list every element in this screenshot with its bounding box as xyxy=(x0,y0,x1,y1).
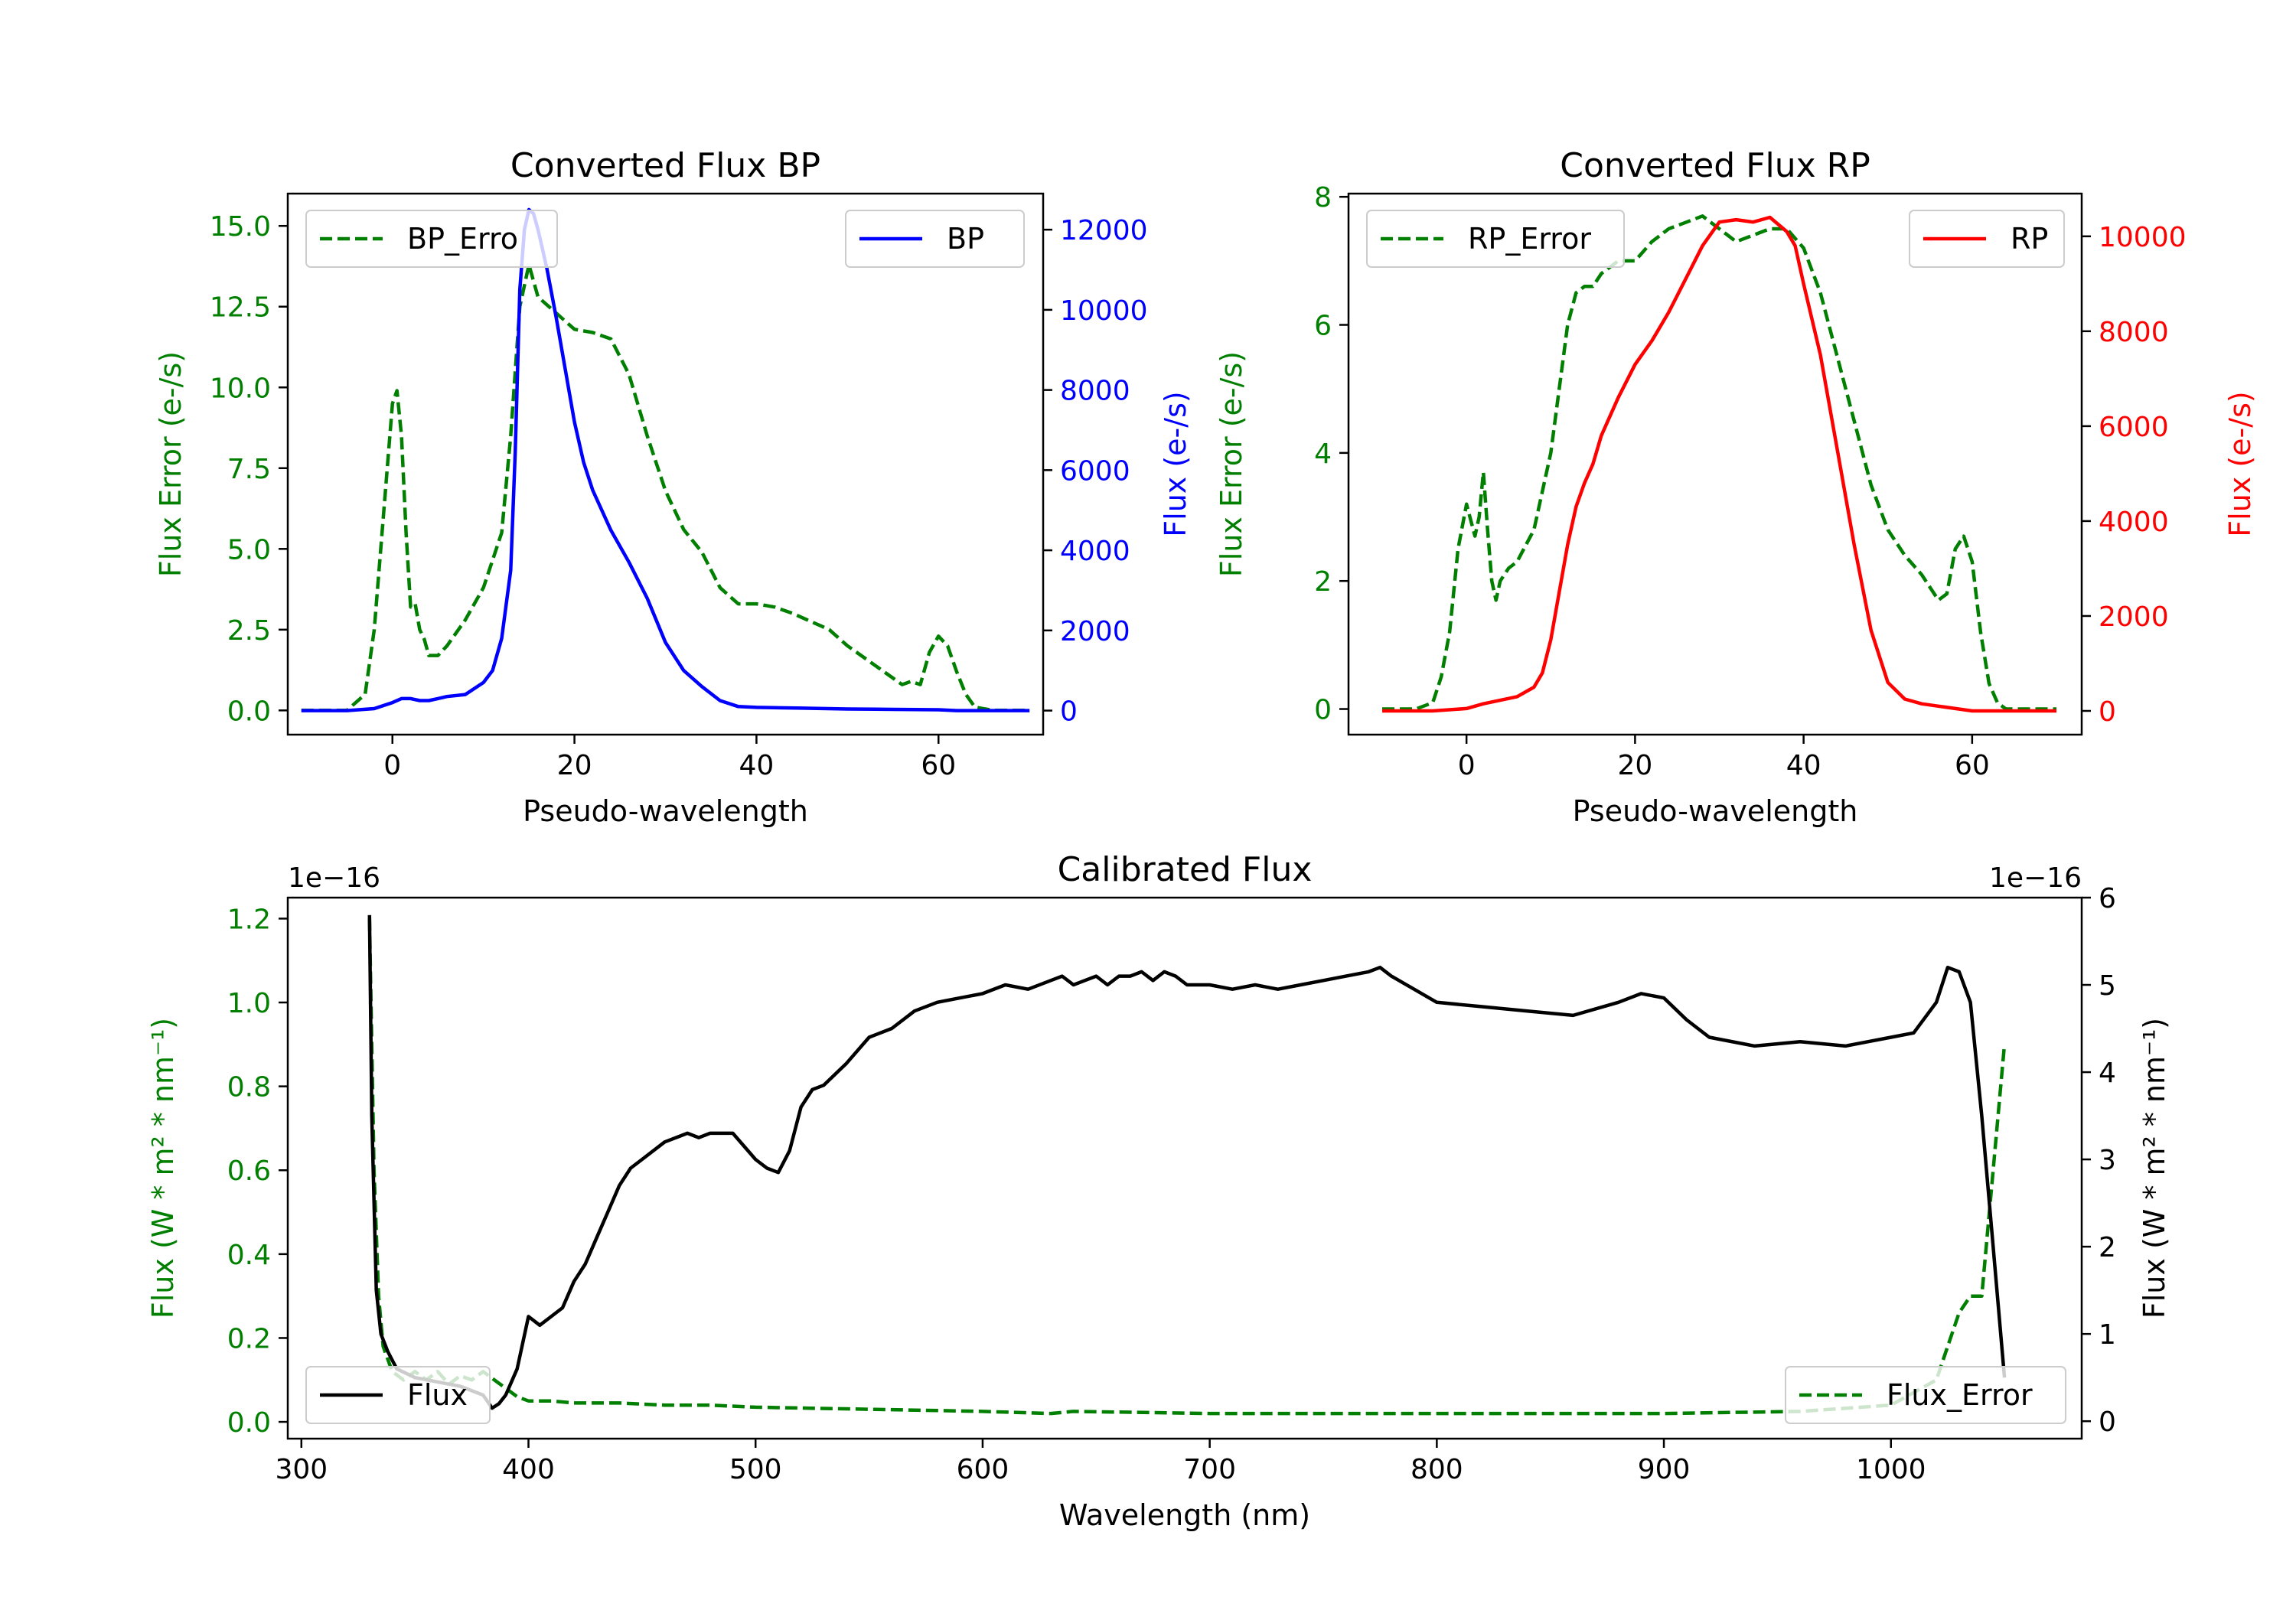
y-left-tick-label: 0.8 xyxy=(227,1072,271,1103)
y-left-tick-label: 0.2 xyxy=(227,1323,271,1354)
y-right-tick-label: 0 xyxy=(2099,696,2116,728)
y-left-tick-label: 0 xyxy=(1314,695,1332,726)
y-left-offset-text: 1e−16 xyxy=(288,862,380,894)
x-tick-label: 900 xyxy=(1638,1454,1691,1485)
chart-bp: 0 20 40 60 0.0 2.5 5.0 7.5 10.0 12.5 15.0 0 2000 4000… xyxy=(154,146,1192,828)
x-tick-label: 800 xyxy=(1411,1454,1463,1485)
y-right-tick-label: 0 xyxy=(1060,696,1078,728)
y-left-tick-label: 4 xyxy=(1314,438,1332,470)
series-rp xyxy=(1382,215,2056,713)
y-right-axis-label: Flux (W * m² * nm⁻¹) xyxy=(2138,1018,2171,1319)
legend-label: RP_Error xyxy=(1468,222,1591,256)
y-right-tick-label: 10000 xyxy=(1060,295,1148,327)
y-right-tick-label: 2 xyxy=(2099,1232,2116,1263)
legend-box xyxy=(305,1366,491,1424)
x-tick-label: 40 xyxy=(739,750,775,781)
y-right-tick-label: 8000 xyxy=(2099,317,2169,348)
x-axis-label: Pseudo-wavelength xyxy=(1573,794,1858,828)
y-right-tick-label: 4000 xyxy=(1060,536,1130,567)
legend-box xyxy=(1909,210,2065,268)
legend-right: Flux_Error xyxy=(1785,1366,2066,1424)
x-tick-label: 500 xyxy=(729,1454,782,1485)
y-left-axis-label: Flux (W * m² * nm⁻¹) xyxy=(146,1018,180,1319)
chart-title: Calibrated Flux xyxy=(1058,850,1313,889)
y-left-tick-label: 0.6 xyxy=(227,1156,271,1187)
y-right-tick-label: 3 xyxy=(2099,1145,2116,1176)
x-tick-label: 0 xyxy=(383,750,401,781)
y-right-axis-label: Flux (e-/s) xyxy=(1159,391,1192,536)
series-rp-error xyxy=(1382,214,2056,711)
legend-left: RP_Error xyxy=(1366,210,1625,268)
y-left-tick-label: 2 xyxy=(1314,566,1332,598)
y-left-tick-label: 8 xyxy=(1314,182,1332,214)
x-tick-label: 40 xyxy=(1786,750,1821,781)
legend-label: RP xyxy=(2011,222,2048,256)
chart-title: Converted Flux BP xyxy=(510,146,820,185)
x-tick-label: 700 xyxy=(1183,1454,1236,1485)
y-left-tick-label: 5.0 xyxy=(227,534,271,566)
x-tick-label: 600 xyxy=(957,1454,1009,1485)
y-left-tick-label: 1.0 xyxy=(227,988,271,1019)
legend-label: BP xyxy=(947,222,984,256)
y-right-tick-label: 4000 xyxy=(2099,507,2169,538)
legend-box xyxy=(1785,1366,2066,1424)
y-right-tick-label: 1 xyxy=(2099,1319,2116,1351)
legend-box xyxy=(845,210,1025,268)
y-right-axis-label: Flux (e-/s) xyxy=(2223,391,2257,536)
chart-title: Converted Flux RP xyxy=(1560,146,1870,185)
y-right-tick-label: 4 xyxy=(2099,1058,2116,1089)
y-left-tick-label: 12.5 xyxy=(210,292,271,324)
y-left-axis-label: Flux Error (e-/s) xyxy=(154,351,188,577)
series-bp-error xyxy=(301,262,1030,712)
plot-frame xyxy=(286,896,2083,1440)
y-right-tick-label: 5 xyxy=(2099,970,2116,1002)
y-left-tick-label: 0.0 xyxy=(227,1407,271,1439)
x-tick-label: 20 xyxy=(557,750,592,781)
series-flux-error xyxy=(367,918,2007,1416)
x-tick-label: 1000 xyxy=(1856,1454,1926,1485)
x-tick-label: 20 xyxy=(1617,750,1652,781)
x-axis-label: Wavelength (nm) xyxy=(1059,1498,1310,1532)
legend-box xyxy=(305,210,558,268)
y-right-tick-label: 6 xyxy=(2099,883,2116,914)
y-right-tick-label: 0 xyxy=(2099,1407,2116,1438)
legend-label: BP_Erro xyxy=(407,222,518,256)
y-left-tick-label: 7.5 xyxy=(227,454,271,485)
x-axis-label: Pseudo-wavelength xyxy=(523,794,808,828)
y-left-tick-label: 15.0 xyxy=(210,211,271,243)
plot-frame xyxy=(1347,192,2083,736)
legend-label: Flux xyxy=(407,1378,468,1412)
y-right-tick-label: 6000 xyxy=(2099,412,2169,443)
legend-left: Flux xyxy=(305,1366,491,1424)
legend-left: BP_Erro xyxy=(305,210,558,268)
x-tick-label: 60 xyxy=(1955,750,1990,781)
y-left-tick-label: 0.0 xyxy=(227,696,271,727)
y-left-tick-label: 10.0 xyxy=(210,373,271,404)
legend-right: RP xyxy=(1909,210,2065,268)
y-left-tick-label: 1.2 xyxy=(227,904,271,935)
legend-label: Flux_Error xyxy=(1887,1378,2033,1412)
y-left-axis-label: Flux Error (e-/s) xyxy=(1215,351,1248,577)
x-tick-label: 60 xyxy=(921,750,956,781)
plot-frame xyxy=(286,192,1045,736)
series-flux xyxy=(367,914,2007,1410)
y-right-tick-label: 2000 xyxy=(2099,601,2169,633)
y-right-tick-label: 10000 xyxy=(2099,222,2187,253)
y-right-tick-label: 2000 xyxy=(1060,616,1130,647)
y-right-tick-label: 12000 xyxy=(1060,215,1148,246)
x-tick-label: 0 xyxy=(1458,750,1476,781)
y-right-tick-label: 6000 xyxy=(1060,455,1130,487)
y-left-tick-label: 2.5 xyxy=(227,615,271,647)
y-left-tick-label: 0.4 xyxy=(227,1240,271,1271)
chart-rp: 0 20 40 60 0 2 4 6 8 0 2000 4000 6000 8000 10000 Conver… xyxy=(1215,146,2257,828)
x-tick-label: 300 xyxy=(275,1454,328,1485)
x-tick-label: 400 xyxy=(502,1454,555,1485)
y-right-offset-text: 1e−16 xyxy=(1989,862,2082,894)
y-left-tick-label: 6 xyxy=(1314,311,1332,342)
chart-cal: 300 400 500 600 700 800 900 1000 0.0 0.2 0.4 0.6 0.8… xyxy=(146,850,2171,1532)
legend-right: BP xyxy=(845,210,1025,268)
y-right-tick-label: 8000 xyxy=(1060,376,1130,407)
legend-box xyxy=(1366,210,1625,268)
